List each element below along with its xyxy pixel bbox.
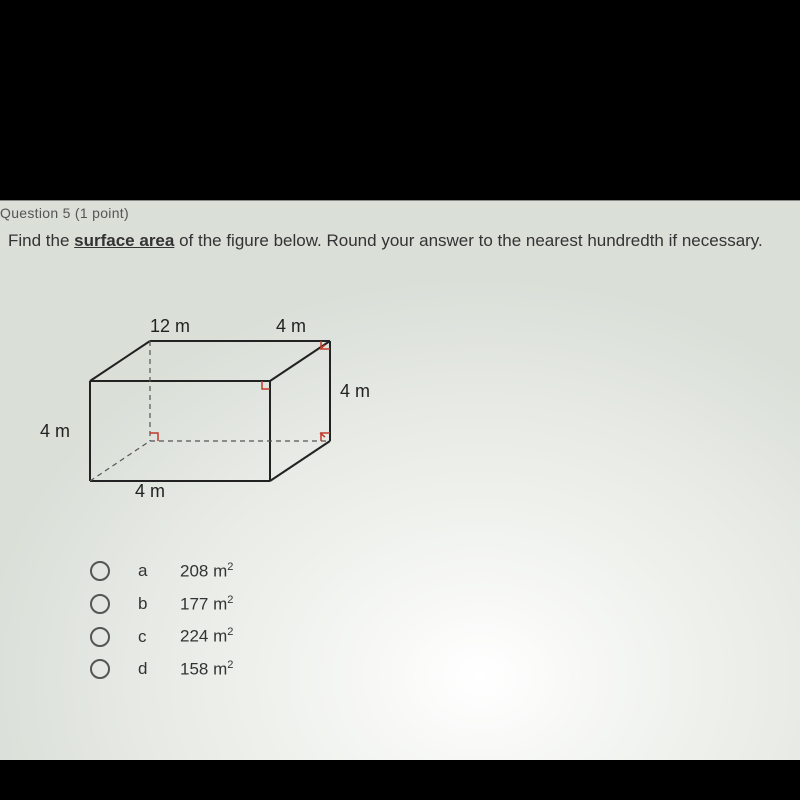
option-b[interactable]: b 177 m2 [90,594,233,615]
option-letter: a [138,561,152,581]
prompt-before: Find the [8,231,74,250]
prompt-term: surface area [74,231,174,250]
radio-icon[interactable] [90,659,110,679]
option-value: 177 m2 [180,594,233,615]
option-letter: d [138,659,152,679]
option-letter: c [138,627,152,647]
label-top-depth: 4 m [276,316,306,337]
prism-figure: 12 m 4 m 4 m 4 m 4 m [40,321,400,521]
label-bottom-depth: 4 m [135,481,165,502]
option-a[interactable]: a 208 m2 [90,561,233,582]
label-top-length: 12 m [150,316,190,337]
radio-icon[interactable] [90,594,110,614]
radio-icon[interactable] [90,627,110,647]
option-value: 158 m2 [180,659,233,680]
label-right-height: 4 m [340,381,370,402]
option-d[interactable]: d 158 m2 [90,659,233,680]
bottom-black-bar [0,760,800,800]
radio-icon[interactable] [90,561,110,581]
worksheet-screen: Question 5 (1 point) Find the surface ar… [0,200,800,761]
option-value: 224 m2 [180,626,233,647]
label-left-height: 4 m [40,421,70,442]
prism-svg [40,321,400,521]
option-letter: b [138,594,152,614]
answer-options: a 208 m2 b 177 m2 c 224 m2 d 158 m2 [90,561,233,692]
option-value: 208 m2 [180,561,233,582]
prompt-after: of the figure below. Round your answer t… [174,231,762,250]
option-c[interactable]: c 224 m2 [90,626,233,647]
question-header-fragment: Question 5 (1 point) [0,205,129,221]
question-prompt: Find the surface area of the figure belo… [8,231,780,251]
